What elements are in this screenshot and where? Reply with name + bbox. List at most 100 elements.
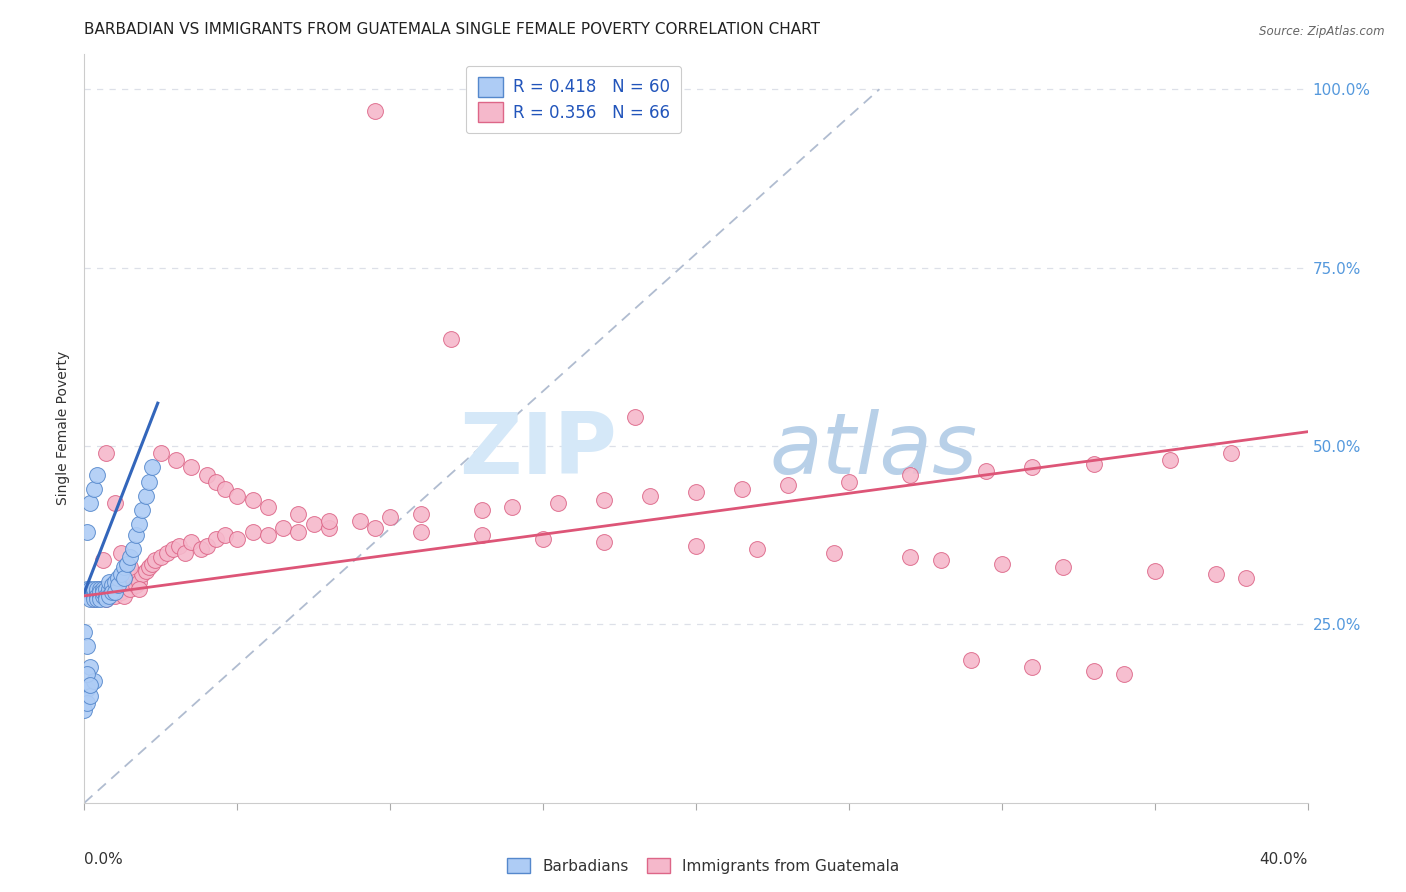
Point xyxy=(143,553,166,567)
Point xyxy=(86,467,108,482)
Point xyxy=(1083,457,1105,471)
Point xyxy=(94,582,117,596)
Point xyxy=(929,553,952,567)
Point xyxy=(409,524,432,539)
Point xyxy=(101,578,124,592)
Point xyxy=(898,549,921,564)
Point xyxy=(226,532,249,546)
Point xyxy=(79,592,101,607)
Point xyxy=(79,689,101,703)
Point xyxy=(141,557,163,571)
Point xyxy=(380,510,402,524)
Point xyxy=(83,592,105,607)
Point xyxy=(1021,460,1043,475)
Point xyxy=(898,467,921,482)
Point xyxy=(83,482,105,496)
Point xyxy=(83,592,105,607)
Point xyxy=(471,528,494,542)
Point xyxy=(364,521,387,535)
Point xyxy=(110,546,132,560)
Point xyxy=(205,475,228,489)
Point xyxy=(86,585,108,599)
Point xyxy=(104,496,127,510)
Point xyxy=(94,592,117,607)
Point xyxy=(138,475,160,489)
Point xyxy=(83,582,105,596)
Point xyxy=(91,589,114,603)
Point xyxy=(823,546,845,560)
Point xyxy=(364,103,387,118)
Point xyxy=(135,489,157,503)
Point xyxy=(104,589,127,603)
Point xyxy=(1159,453,1181,467)
Point xyxy=(149,549,172,564)
Point xyxy=(471,503,494,517)
Point xyxy=(104,574,127,589)
Text: BARBADIAN VS IMMIGRANTS FROM GUATEMALA SINGLE FEMALE POVERTY CORRELATION CHART: BARBADIAN VS IMMIGRANTS FROM GUATEMALA S… xyxy=(84,22,820,37)
Point xyxy=(302,517,325,532)
Text: ZIP: ZIP xyxy=(458,409,616,492)
Point xyxy=(86,592,108,607)
Point xyxy=(547,496,569,510)
Point xyxy=(242,524,264,539)
Point xyxy=(242,492,264,507)
Point xyxy=(86,589,108,603)
Point xyxy=(1114,667,1136,681)
Point xyxy=(76,582,98,596)
Point xyxy=(162,542,184,557)
Point xyxy=(107,571,129,585)
Point xyxy=(120,549,142,564)
Point xyxy=(180,535,202,549)
Point xyxy=(1052,560,1074,574)
Text: 40.0%: 40.0% xyxy=(1260,852,1308,866)
Point xyxy=(94,589,117,603)
Point xyxy=(349,514,371,528)
Point xyxy=(73,585,96,599)
Point xyxy=(1143,564,1166,578)
Point xyxy=(257,528,280,542)
Point xyxy=(214,482,236,496)
Point xyxy=(271,521,294,535)
Legend: Barbadians, Immigrants from Guatemala: Barbadians, Immigrants from Guatemala xyxy=(501,852,905,880)
Point xyxy=(91,553,114,567)
Point xyxy=(91,582,114,596)
Point xyxy=(991,557,1014,571)
Point xyxy=(79,678,101,692)
Point xyxy=(409,507,432,521)
Point xyxy=(190,542,212,557)
Point xyxy=(89,585,111,599)
Point xyxy=(138,560,160,574)
Point xyxy=(76,585,98,599)
Point xyxy=(79,589,101,603)
Point xyxy=(112,560,135,574)
Point xyxy=(115,557,138,571)
Text: atlas: atlas xyxy=(769,409,977,492)
Point xyxy=(89,589,111,603)
Point xyxy=(318,521,340,535)
Point xyxy=(86,585,108,599)
Point xyxy=(76,696,98,710)
Point xyxy=(440,332,463,346)
Point xyxy=(318,514,340,528)
Point xyxy=(149,446,172,460)
Point xyxy=(226,489,249,503)
Point xyxy=(976,464,998,478)
Point xyxy=(110,567,132,582)
Point xyxy=(502,500,524,514)
Point xyxy=(731,482,754,496)
Point xyxy=(76,589,98,603)
Text: 0.0%: 0.0% xyxy=(84,852,124,866)
Point xyxy=(120,560,142,574)
Point xyxy=(593,535,616,549)
Point xyxy=(76,639,98,653)
Point xyxy=(86,582,108,596)
Y-axis label: Single Female Poverty: Single Female Poverty xyxy=(56,351,70,505)
Point xyxy=(531,532,554,546)
Point xyxy=(83,589,105,603)
Point xyxy=(128,582,150,596)
Point xyxy=(89,582,111,596)
Point xyxy=(125,578,148,592)
Point xyxy=(685,485,707,500)
Point xyxy=(131,567,153,582)
Point xyxy=(214,528,236,542)
